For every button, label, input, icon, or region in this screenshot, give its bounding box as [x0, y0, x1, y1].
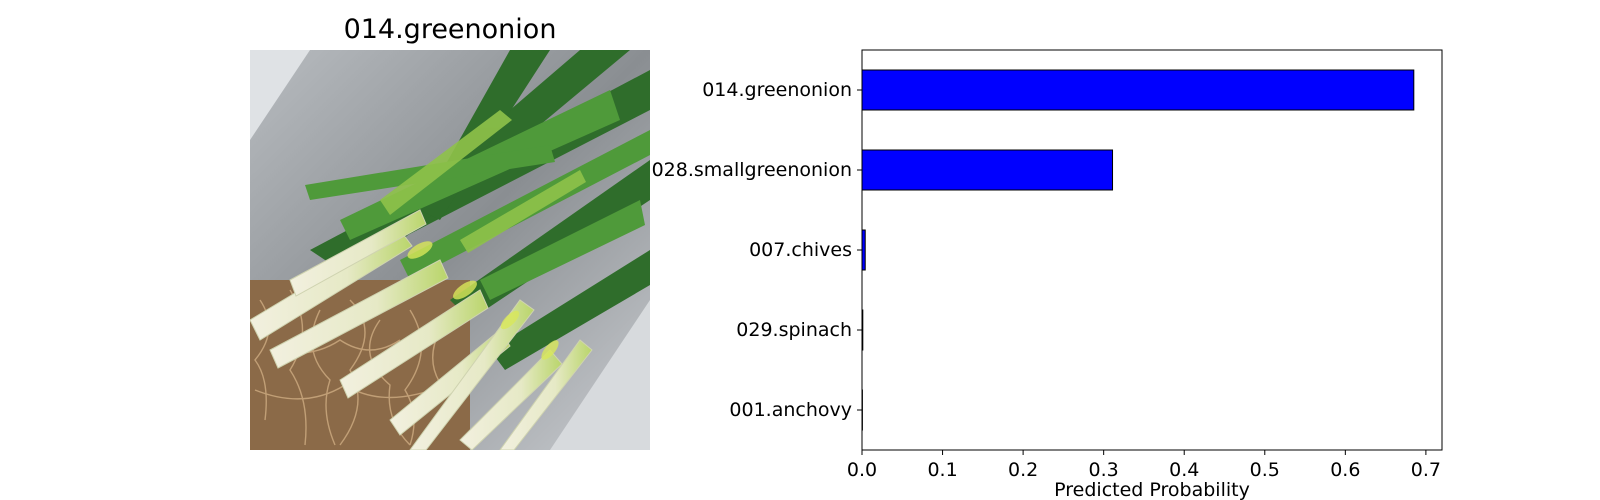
y-tick-label: 014.greenonion — [702, 79, 852, 101]
image-title: 014.greenonion — [343, 14, 557, 45]
x-axis: 0.0 0.1 0.2 0.3 0.4 0.5 0.6 0.7 — [847, 450, 1441, 481]
green-onion-photo — [250, 50, 650, 450]
x-tick-label: 0.2 — [1008, 459, 1038, 481]
x-tick-label: 0.1 — [927, 459, 957, 481]
green-onion-illustration — [250, 50, 650, 450]
x-tick-label: 0.4 — [1169, 459, 1199, 481]
x-tick-label: 0.7 — [1411, 459, 1441, 481]
bars-group — [861, 69, 1415, 431]
x-tick-label: 0.5 — [1250, 459, 1280, 481]
y-tick-label: 029.spinach — [736, 319, 852, 341]
bar-028.smallgreenonion — [861, 149, 1114, 191]
y-tick-label: 007.chives — [749, 239, 852, 261]
bar-014.greenonion — [861, 69, 1415, 111]
x-tick-label: 0.6 — [1330, 459, 1360, 481]
x-axis-label: Predicted Probability — [1054, 479, 1250, 500]
y-tick-label: 001.anchovy — [729, 399, 852, 421]
x-tick-label: 0.3 — [1089, 459, 1119, 481]
y-tick-label: 028.smallgreenonion — [652, 159, 852, 181]
y-axis: 014.greenonion 028.smallgreenonion 007.chi… — [652, 79, 862, 421]
x-tick-label: 0.0 — [847, 459, 877, 481]
